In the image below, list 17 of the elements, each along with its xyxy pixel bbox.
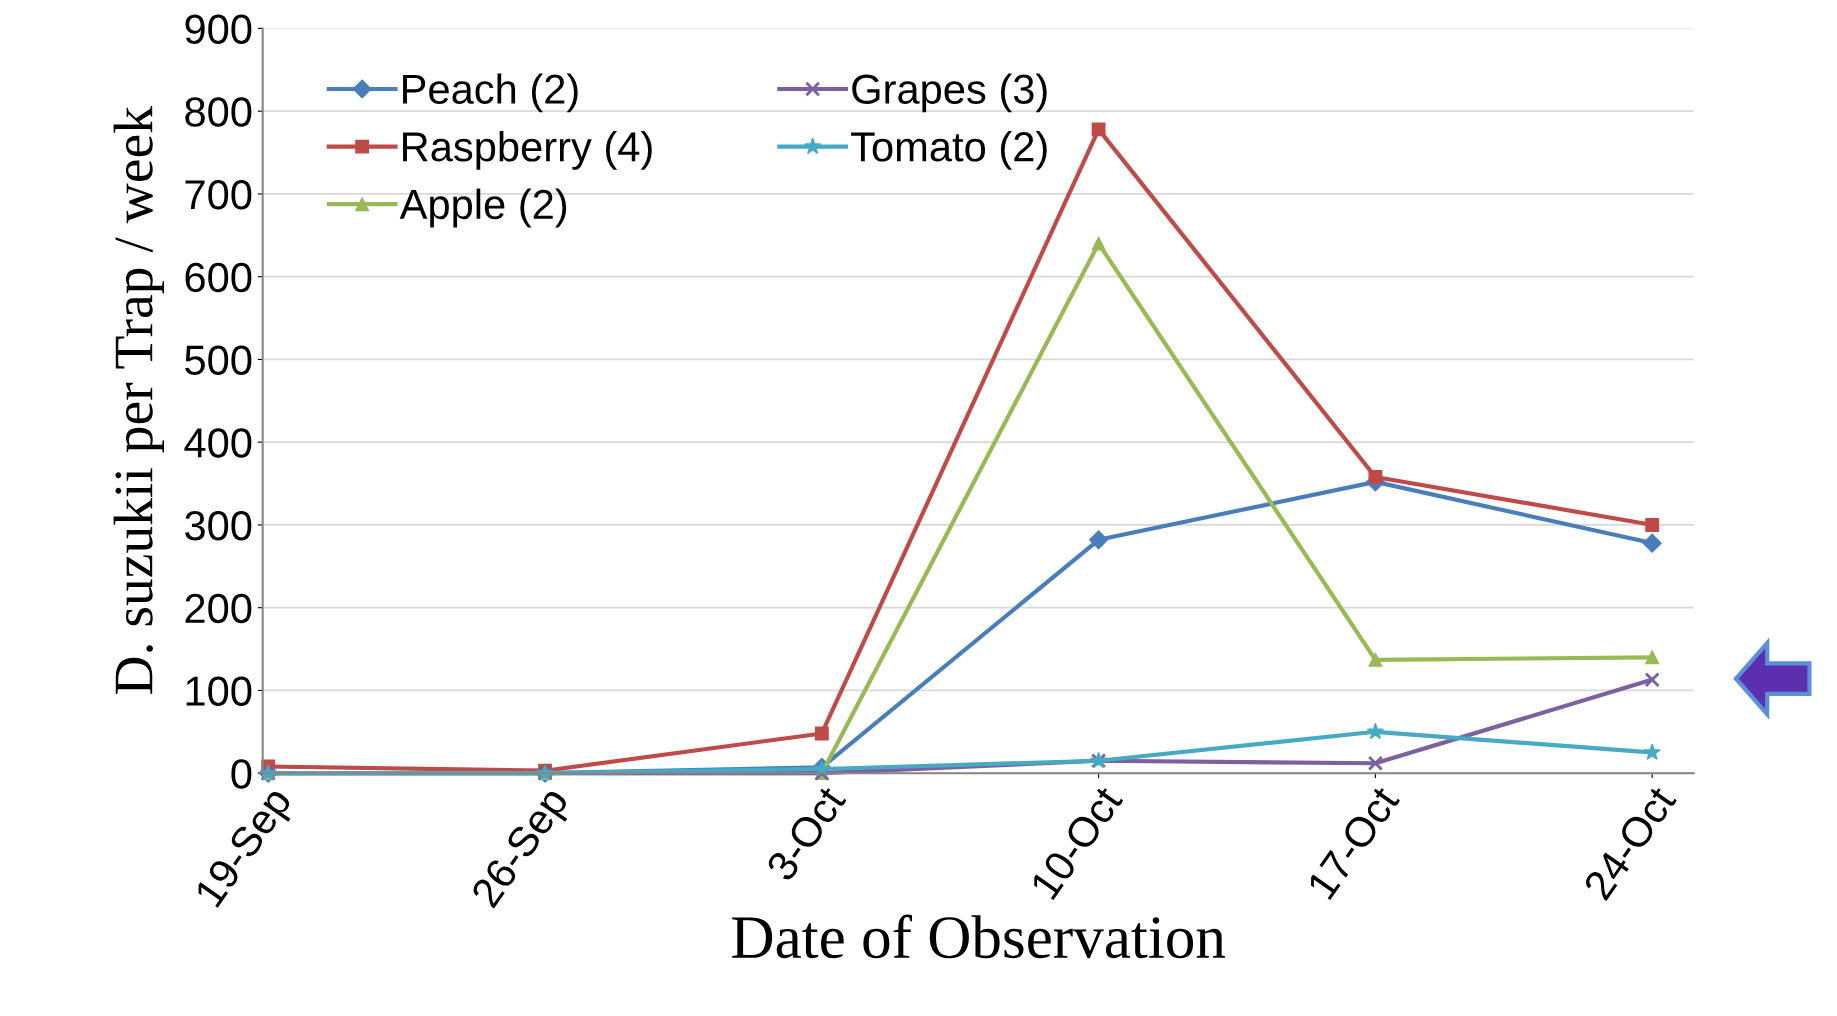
y-axis-title: D. suzukii per Trap / week bbox=[113, 106, 165, 694]
y-tick-label: 500 bbox=[185, 345, 252, 375]
y-tick-label: 0 bbox=[231, 759, 252, 789]
y-tick-label: 900 bbox=[185, 14, 252, 44]
legend-label: Raspberry (4) bbox=[403, 130, 652, 170]
y-tick-label: 700 bbox=[185, 179, 252, 210]
x-axis-title: Date of Observation bbox=[732, 914, 1226, 959]
legend-label: Apple (2) bbox=[399, 188, 567, 228]
legend-label: Peach (2) bbox=[403, 73, 578, 113]
y-tick-label: 400 bbox=[184, 428, 252, 458]
y-tick-label: 200 bbox=[185, 593, 252, 624]
y-tick-label: 600 bbox=[185, 262, 252, 293]
legend-label: Grapes (3) bbox=[852, 73, 1047, 113]
y-tick-label: 100 bbox=[186, 676, 252, 706]
y-tick-label: 800 bbox=[185, 97, 252, 127]
legend-label: Tomato (2) bbox=[851, 130, 1047, 170]
y-tick-label: 300 bbox=[185, 510, 252, 541]
